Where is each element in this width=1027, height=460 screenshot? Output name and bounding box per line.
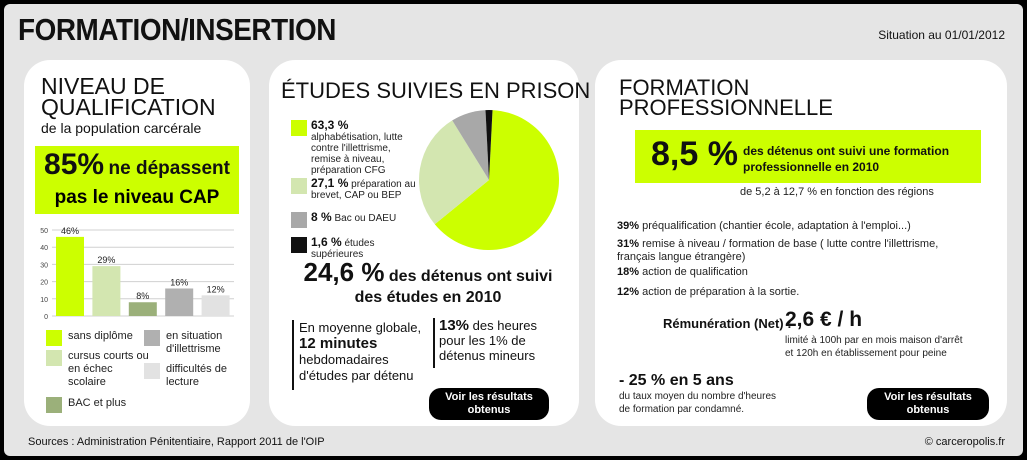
pie-legend-pct: 27,1 % xyxy=(311,176,349,190)
vocational-row: 31% remise à niveau / formation de base … xyxy=(617,238,947,264)
vocational-row-pct: 18% xyxy=(617,266,640,278)
pie-legend-item: 8 % Bac ou DAEU xyxy=(311,210,419,224)
vocational-row-pct: 31% xyxy=(617,238,640,250)
remuneration-label: Rémunération (Net) : xyxy=(663,316,792,331)
bar xyxy=(92,266,121,316)
cap-highlight-box: 85% ne dépassent pas le niveau CAP xyxy=(35,146,239,214)
bar xyxy=(128,302,157,316)
vocational-highlight-box: 8,5 % des détenus ont suivi une formatio… xyxy=(635,130,981,183)
pie-legend-text: Bac ou DAEU xyxy=(334,213,397,224)
qualification-title: NIVEAU DE QUALIFICATION xyxy=(41,73,216,120)
legend-swatch xyxy=(46,330,62,346)
bar xyxy=(56,236,84,316)
situation-date: Situation au 01/01/2012 xyxy=(878,28,1005,42)
pie-slice xyxy=(434,110,559,250)
studies-pie-chart xyxy=(419,110,559,250)
pie-legend-text: préparation au brevet, CAP ou BEP xyxy=(311,179,416,201)
y-tick-label: 50 xyxy=(40,228,48,235)
y-tick-label: 0 xyxy=(44,314,48,321)
y-tick-label: 10 xyxy=(40,297,48,304)
legend-swatch xyxy=(144,330,160,346)
vocational-highlight-pct: 8,5 % xyxy=(651,135,738,173)
bar-value-label: 29% xyxy=(97,255,115,265)
avg-study-time: En moyenne globale, 12 minutes hebdomada… xyxy=(299,320,422,383)
pie-legend-item: 1,6 % études supérieures xyxy=(311,235,419,260)
legend-label: difficultés de lecture xyxy=(166,363,227,388)
pie-legend-item: 63,3 % alphabétisation, lutte contre l'i… xyxy=(311,118,419,176)
legend-swatch xyxy=(46,350,62,366)
y-tick-label: 40 xyxy=(40,245,48,252)
pie-legend-pct: 63,3 % xyxy=(311,118,349,132)
legend-swatch xyxy=(46,397,62,413)
qualification-panel: NIVEAU DE QUALIFICATION de la population… xyxy=(24,60,250,426)
vocational-highlight-text: des détenus ont suivi une formation prof… xyxy=(743,144,950,174)
pie-slice xyxy=(419,120,489,225)
studies-title: ÉTUDES SUIVIES EN PRISON xyxy=(281,78,591,103)
studies-big-text2: des études en 2010 xyxy=(354,289,502,306)
studies-results-button[interactable]: Voir les résultats obtenus xyxy=(429,388,549,420)
remuneration-value: 2,6 € / h xyxy=(785,308,863,331)
decline-big: - 25 % en 5 ans xyxy=(619,372,734,389)
minors-hours: 13% des heures pour les 1% de détenus mi… xyxy=(439,317,537,363)
vocational-row-pct: 12% xyxy=(617,286,640,298)
vocational-row-text: action de préparation à la sortie. xyxy=(642,286,800,298)
page-title: FORMATION/INSERTION xyxy=(18,12,336,47)
legend-label: cursus courts ou en échec scolaire xyxy=(68,350,149,388)
pie-slice xyxy=(485,110,493,180)
studies-big-text1: des détenus ont suivi xyxy=(388,268,553,285)
remuneration-note: limité à 100h par en mois maison d'arrêt… xyxy=(785,335,963,359)
bar xyxy=(165,288,194,316)
cap-highlight-text1: ne dépassent xyxy=(108,158,230,179)
vocational-row: 18% action de qualification xyxy=(617,266,947,279)
vocational-row-pct: 39% xyxy=(617,220,640,232)
legend-swatch xyxy=(144,363,160,379)
pie-legend-pct: 8 % xyxy=(311,210,332,224)
minors-divider xyxy=(433,318,435,368)
vocational-row: 12% action de préparation à la sortie. xyxy=(617,286,947,299)
pie-legend-swatch xyxy=(291,237,307,253)
avg-divider xyxy=(292,320,294,390)
studies-panel: ÉTUDES SUIVIES EN PRISON 63,3 % alphabét… xyxy=(269,60,590,426)
bar-value-label: 12% xyxy=(207,284,225,294)
vocational-panel: FORMATION PROFESSIONNELLE 8,5 % des déte… xyxy=(595,60,1007,426)
vocational-row: 39% préqualification (chantier école, ad… xyxy=(617,220,947,233)
cap-highlight-text2: pas le niveau CAP xyxy=(54,187,220,208)
pie-legend-swatch xyxy=(291,120,307,136)
vocational-row-text: remise à niveau / formation de base ( lu… xyxy=(617,238,939,263)
y-tick-label: 20 xyxy=(40,280,48,287)
studies-big-stat: 24,6 % des détenus ont suivi des études … xyxy=(303,257,553,307)
pie-slice xyxy=(452,110,489,180)
pie-legend-swatch xyxy=(291,212,307,228)
cap-highlight-pct: 85% xyxy=(44,148,105,181)
pie-legend-swatch xyxy=(291,178,307,194)
vocational-title: FORMATION PROFESSIONNELLE xyxy=(619,75,833,120)
pie-legend-text: études supérieures xyxy=(311,238,375,260)
pie-legend-pct: 1,6 % xyxy=(311,235,342,249)
bar-value-label: 8% xyxy=(136,291,149,301)
legend-label: BAC et plus xyxy=(68,397,127,409)
y-tick-label: 30 xyxy=(40,262,48,269)
bar-value-label: 16% xyxy=(170,277,188,287)
qualification-bar-chart: 0 10 20 30 40 50 46% 29% 8% 16% 12% xyxy=(40,226,234,321)
vocational-row-text: action de qualification xyxy=(642,266,748,278)
pie-legend-text: alphabétisation, lutte contre l'illettri… xyxy=(311,132,403,176)
studies-big-pct: 24,6 % xyxy=(303,257,385,287)
sources-text: Sources : Administration Pénitentiaire, … xyxy=(28,436,325,448)
pie-legend-item: 27,1 % préparation au brevet, CAP ou BEP xyxy=(311,176,419,201)
qualification-subtitle: de la population carcérale xyxy=(41,120,202,136)
vocational-row-text: préqualification (chantier école, adapta… xyxy=(642,220,911,232)
legend-label: en situation d'illettrisme xyxy=(166,330,223,355)
copyright-text: © carceropolis.fr xyxy=(924,436,1005,448)
decline-text: du taux moyen du nombre d'heures de form… xyxy=(619,391,777,415)
region-range: de 5,2 à 12,7 % en fonction des régions xyxy=(740,186,934,198)
bar xyxy=(201,295,230,316)
bar-value-label: 46% xyxy=(61,226,79,236)
legend-label: sans diplôme xyxy=(68,330,133,342)
vocational-results-button[interactable]: Voir les résultats obtenus xyxy=(867,388,989,420)
